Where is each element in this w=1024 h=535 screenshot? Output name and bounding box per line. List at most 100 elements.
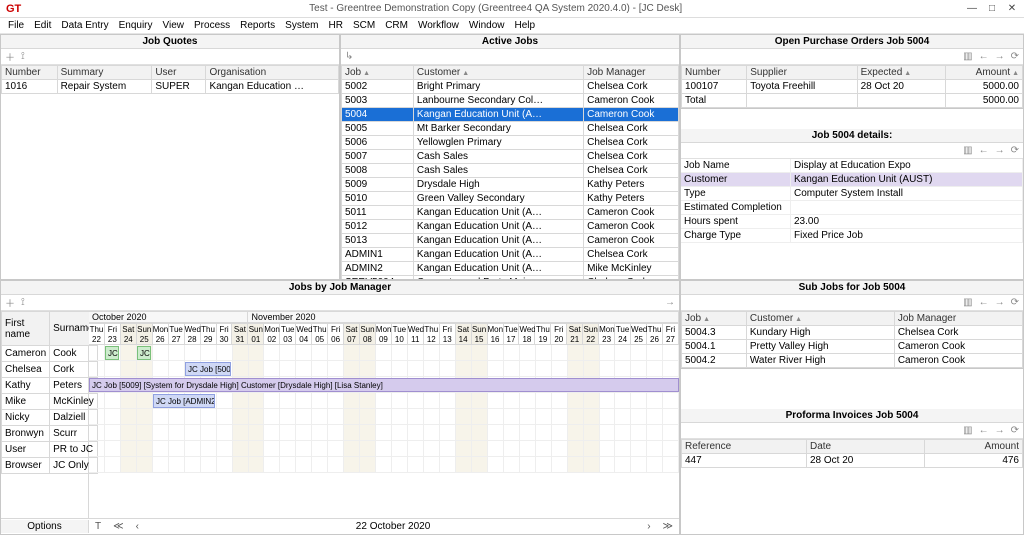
day-header[interactable]: Sat24 <box>121 323 137 345</box>
person-row[interactable]: BrowserJC Only <box>2 458 98 474</box>
refresh-icon[interactable]: ⟳ <box>1011 51 1019 62</box>
day-header[interactable]: Thu12 <box>424 323 440 345</box>
day-header[interactable]: Tue17 <box>504 323 520 345</box>
gantt-bar[interactable]: JC Job [ADMIN2] <box>153 394 215 408</box>
day-header[interactable]: Wed25 <box>631 323 647 345</box>
forward-icon[interactable]: → <box>665 297 675 308</box>
table-row[interactable]: 5004Kangan Education Unit (A…Cameron Coo… <box>342 108 679 122</box>
day-header[interactable]: Sun15 <box>472 323 488 345</box>
filter-icon[interactable]: ⟟ <box>21 51 25 62</box>
table-row[interactable]: 5012Kangan Education Unit (A…Cameron Coo… <box>342 220 679 234</box>
day-header[interactable]: Tue24 <box>615 323 631 345</box>
day-header[interactable]: Sat14 <box>456 323 472 345</box>
table-row[interactable]: SERV5004Computer and Parts Main…Chelsea … <box>342 276 679 280</box>
scroll-left[interactable]: ≪ <box>107 521 129 532</box>
menu-scm[interactable]: SCM <box>349 20 379 31</box>
maximize-button[interactable]: □ <box>984 3 1000 14</box>
day-header[interactable]: Tue03 <box>280 323 296 345</box>
day-header[interactable]: Thu29 <box>201 323 217 345</box>
gantt-bar[interactable]: JC Job <box>105 346 119 360</box>
menu-workflow[interactable]: Workflow <box>414 20 463 31</box>
table-row[interactable]: 1016Repair SystemSUPERKangan Education … <box>2 80 339 94</box>
filter-icon[interactable]: ⟟ <box>21 297 25 308</box>
menu-view[interactable]: View <box>159 20 189 31</box>
table-row[interactable]: 5004.2Water River HighCameron Cook <box>682 354 1023 368</box>
today-button[interactable]: T <box>89 521 107 532</box>
menu-enquiry[interactable]: Enquiry <box>115 20 157 31</box>
table-row[interactable]: 5013Kangan Education Unit (A…Cameron Coo… <box>342 234 679 248</box>
day-header[interactable]: Tue10 <box>392 323 408 345</box>
gantt-timeline[interactable]: October 2020November 2020 Thu22Fri23Sat2… <box>89 311 679 518</box>
day-header[interactable]: Sun22 <box>583 323 599 345</box>
table-row[interactable]: 5008Cash SalesChelsea Cork <box>342 164 679 178</box>
day-header[interactable]: Tue27 <box>169 323 185 345</box>
person-row[interactable]: UserPR to JC <box>2 442 98 458</box>
day-header[interactable]: Fri13 <box>440 323 456 345</box>
day-header[interactable]: Fri30 <box>217 323 233 345</box>
table-row[interactable]: 5002Bright PrimaryChelsea Cork <box>342 80 679 94</box>
refresh-icon[interactable]: ⟳ <box>1011 425 1019 436</box>
refresh-icon[interactable]: ⟳ <box>1011 145 1019 156</box>
day-header[interactable]: Wed11 <box>408 323 424 345</box>
table-row[interactable]: ADMIN2Kangan Education Unit (A…Mike McKi… <box>342 262 679 276</box>
day-header[interactable]: Thu26 <box>647 323 663 345</box>
forward-icon[interactable]: → <box>995 145 1005 156</box>
table-row[interactable]: 44728 Oct 20476 <box>682 454 1023 468</box>
layout-icon[interactable]: ▥ <box>963 425 972 436</box>
menu-data-entry[interactable]: Data Entry <box>57 20 112 31</box>
person-row[interactable]: BronwynScurr <box>2 426 98 442</box>
table-row[interactable]: ADMIN1Kangan Education Unit (A…Chelsea C… <box>342 248 679 262</box>
table-row[interactable]: 5005Mt Barker SecondaryChelsea Cork <box>342 122 679 136</box>
day-header[interactable]: Thu19 <box>535 323 551 345</box>
day-header[interactable]: Mon09 <box>376 323 392 345</box>
refresh-icon[interactable]: ⟳ <box>1011 297 1019 308</box>
table-row[interactable]: 5011Kangan Education Unit (A…Cameron Coo… <box>342 206 679 220</box>
day-header[interactable]: Fri20 <box>551 323 567 345</box>
back-icon[interactable]: ← <box>979 425 989 436</box>
day-header[interactable]: Wed04 <box>296 323 312 345</box>
active-jobs-grid[interactable]: JobCustomerJob Manager5002Bright Primary… <box>341 65 679 279</box>
layout-icon[interactable]: ▥ <box>963 51 972 62</box>
day-header[interactable]: Wed18 <box>519 323 535 345</box>
menu-reports[interactable]: Reports <box>236 20 279 31</box>
menu-file[interactable]: File <box>4 20 28 31</box>
gantt-bar[interactable]: JC Job <box>137 346 151 360</box>
add-icon[interactable]: ＋ <box>5 49 15 64</box>
day-header[interactable]: Fri06 <box>328 323 344 345</box>
options-button[interactable]: Options <box>1 520 89 533</box>
forward-icon[interactable]: → <box>995 425 1005 436</box>
people-grid[interactable]: First nameSurnameCameronCookChelseaCorkK… <box>1 311 98 474</box>
day-header[interactable]: Sun01 <box>248 323 264 345</box>
day-header[interactable]: Sun25 <box>137 323 153 345</box>
export-icon[interactable]: ↳ <box>345 51 353 62</box>
open-po-grid[interactable]: NumberSupplierExpectedAmount100107Toyota… <box>681 65 1023 108</box>
day-header[interactable]: Wed28 <box>185 323 201 345</box>
layout-icon[interactable]: ▥ <box>963 297 972 308</box>
person-row[interactable]: MikeMcKinley <box>2 394 98 410</box>
table-row[interactable]: 100107Toyota Freehill28 Oct 205000.00 <box>682 80 1023 94</box>
minimize-button[interactable]: — <box>964 3 980 14</box>
table-row[interactable]: 5007Cash SalesChelsea Cork <box>342 150 679 164</box>
day-header[interactable]: Sat07 <box>344 323 360 345</box>
proforma-grid[interactable]: ReferenceDateAmount44728 Oct 20476 <box>681 439 1023 468</box>
subjobs-grid[interactable]: JobCustomerJob Manager5004.3Kundary High… <box>681 311 1023 368</box>
day-header[interactable]: Thu22 <box>89 323 105 345</box>
day-header[interactable]: Mon26 <box>153 323 169 345</box>
table-row[interactable]: 5004.3Kundary HighChelsea Cork <box>682 326 1023 340</box>
person-row[interactable]: ChelseaCork <box>2 362 98 378</box>
table-row[interactable]: 5010Green Valley SecondaryKathy Peters <box>342 192 679 206</box>
day-header[interactable]: Fri23 <box>105 323 121 345</box>
gantt-bar[interactable]: JC Job [5004.3] [E <box>185 362 231 376</box>
scroll-right[interactable]: ≫ <box>657 521 679 532</box>
day-header[interactable]: Sun08 <box>360 323 376 345</box>
gantt-bar[interactable]: JC Job [5009] [System for Drysdale High]… <box>89 378 679 392</box>
job-quotes-grid[interactable]: NumberSummaryUserOrganisation1016Repair … <box>1 65 339 94</box>
scroll-right-1[interactable]: › <box>641 521 656 532</box>
menu-process[interactable]: Process <box>190 20 234 31</box>
forward-icon[interactable]: → <box>995 297 1005 308</box>
day-header[interactable]: Thu05 <box>312 323 328 345</box>
menu-hr[interactable]: HR <box>325 20 347 31</box>
back-icon[interactable]: ← <box>979 145 989 156</box>
day-header[interactable]: Fri27 <box>663 323 679 345</box>
person-row[interactable]: NickyDalziell <box>2 410 98 426</box>
